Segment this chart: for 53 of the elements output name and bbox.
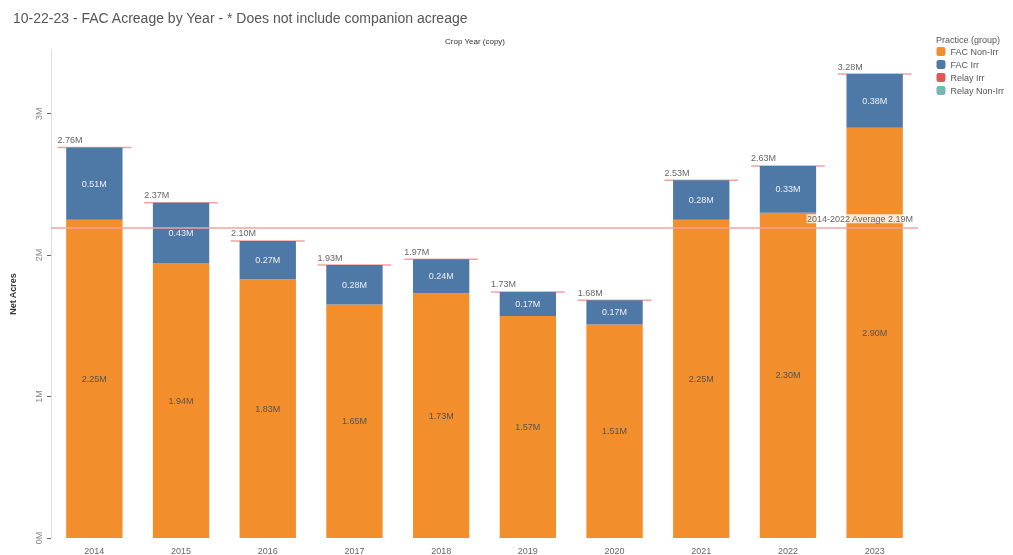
data-label: 1.65M <box>341 416 367 427</box>
x-tick-label: 2016 <box>257 545 278 555</box>
y-tick-label: 0M <box>33 531 44 545</box>
x-tick-label: 2019 <box>517 545 538 555</box>
legend-label: FAC Irr <box>950 59 979 70</box>
legend-label: FAC Non-Irr <box>950 46 999 57</box>
data-label: 0.24M <box>428 271 454 282</box>
x-tick-label: 2022 <box>777 545 798 555</box>
data-label: 1.83M <box>255 403 281 414</box>
data-label: 2.25M <box>688 373 714 384</box>
total-label: 1.93M <box>317 252 343 263</box>
data-label: 0.51M <box>81 178 107 189</box>
total-label: 3.28M <box>837 61 863 72</box>
total-label: 1.73M <box>491 279 517 290</box>
data-label: 0.43M <box>168 228 194 239</box>
legend-label: Relay Irr <box>950 72 985 83</box>
total-label: 2.76M <box>57 135 83 146</box>
x-axis-title: Crop Year (copy) <box>444 36 506 46</box>
data-label: 0.27M <box>255 255 281 266</box>
total-label: 2.53M <box>664 167 690 178</box>
total-label: 1.97M <box>404 246 430 257</box>
legend-title: Practice (group) <box>935 34 1001 45</box>
x-tick-label: 2020 <box>604 545 625 555</box>
data-label: 1.57M <box>515 421 541 432</box>
y-axis-title: Net Acres <box>7 273 18 315</box>
x-tick-label: 2023 <box>864 545 885 555</box>
data-label: 2.25M <box>81 373 107 384</box>
data-label: 0.17M <box>602 307 628 318</box>
data-label: 2.90M <box>862 327 888 338</box>
data-label: 0.28M <box>688 194 714 205</box>
y-tick-label: 2M <box>33 248 44 262</box>
total-label: 1.68M <box>577 287 603 298</box>
x-tick-label: 2015 <box>171 545 192 555</box>
data-label: 0.17M <box>515 298 541 309</box>
data-label: 0.28M <box>341 279 367 290</box>
x-tick-label: 2018 <box>431 545 452 555</box>
chart-title: 10-22-23 - FAC Acreage by Year - * Does not include companion acreage <box>13 10 468 26</box>
data-label: 0.33M <box>775 184 801 195</box>
y-tick-label: 1M <box>33 390 44 403</box>
x-tick-label: 2021 <box>691 545 712 555</box>
ref-line-label: 2014-2022 Average 2.19M <box>807 213 913 224</box>
data-label: 1.51M <box>602 426 628 437</box>
total-label: 2.63M <box>751 153 777 164</box>
data-label: 2.30M <box>775 370 801 381</box>
x-tick-label: 2014 <box>84 545 105 555</box>
total-label: 2.10M <box>230 228 256 239</box>
x-tick-label: 2017 <box>344 545 365 555</box>
data-label: 1.73M <box>428 410 454 421</box>
data-label: 1.94M <box>168 395 194 406</box>
legend-label: Relay Non-Irr <box>950 85 1004 96</box>
total-label: 2.37M <box>144 190 170 201</box>
data-label: 0.38M <box>862 95 888 106</box>
y-tick-label: 3M <box>33 107 44 120</box>
